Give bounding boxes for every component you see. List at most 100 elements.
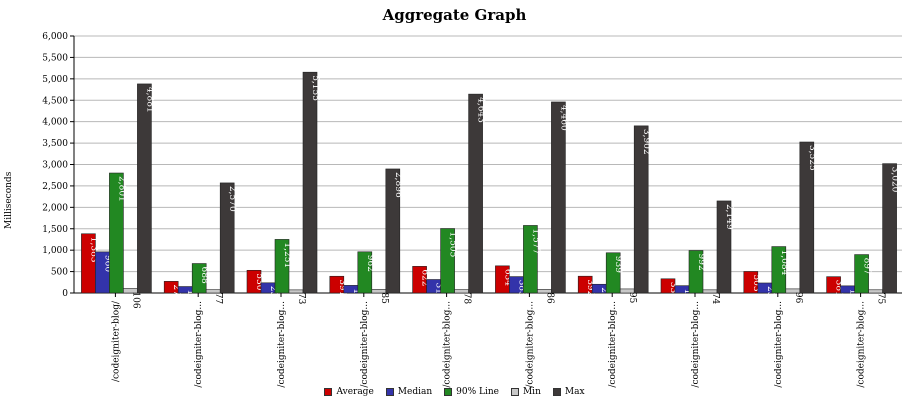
data-label: 96 [793, 292, 803, 304]
y-tick-label: 1,000 [42, 246, 68, 256]
data-label: 167 [848, 289, 858, 306]
data-label: 3,902 [641, 129, 651, 155]
legend-label: Average [336, 387, 374, 397]
x-tick-label: /codeigniter-blog... [608, 301, 618, 388]
legend-swatch [324, 388, 333, 396]
data-label: 332 [668, 282, 678, 299]
bar-90-line [109, 172, 124, 294]
bar-90-line [357, 251, 373, 294]
y-tick-label: 500 [51, 268, 68, 278]
legend-item: Max [552, 387, 585, 397]
data-label: 75 [876, 293, 886, 305]
data-label: 171 [682, 289, 692, 306]
y-tick-label: 2,500 [42, 182, 68, 192]
x-tick-label: /codeigniter-blog/ [111, 300, 121, 382]
legend-swatch [552, 388, 561, 396]
bar-max [716, 200, 732, 294]
data-label: 234 [765, 286, 775, 303]
legend-swatch [510, 388, 519, 396]
bar-max [385, 168, 401, 294]
data-label: 74 [710, 293, 720, 305]
data-label: 4,460 [558, 105, 568, 131]
data-label: 897 [862, 258, 872, 275]
bar-90-line [854, 254, 869, 294]
x-tick-label: /codeigniter-blog... [443, 301, 453, 388]
data-label: 939 [613, 256, 623, 273]
legend-item: 90% Line [444, 387, 499, 397]
data-label: 3,525 [807, 145, 817, 171]
x-tick-label: /codeigniter-blog... [360, 301, 370, 388]
bar-90-line [191, 263, 207, 294]
bar-90-line [274, 239, 290, 294]
legend-item: Min [510, 387, 541, 397]
bar-max [468, 93, 483, 294]
bar-max [633, 125, 649, 294]
data-label: 151 [185, 290, 195, 307]
x-tick-label: /codeigniter-blog... [194, 301, 204, 388]
bar-90-line [523, 225, 538, 294]
data-label: 315 [434, 283, 444, 300]
data-label: 73 [296, 293, 306, 305]
y-tick-label: 1,500 [42, 225, 68, 235]
data-label: 391 [337, 279, 347, 296]
bar-90-line [440, 228, 455, 294]
data-label: 77 [213, 293, 223, 305]
data-label: 4,643 [476, 97, 486, 123]
data-label: 86 [544, 292, 554, 304]
y-tick-label: 2,000 [42, 203, 68, 213]
x-tick-label: /codeigniter-blog... [525, 301, 535, 388]
data-label: 1,577 [530, 228, 540, 254]
y-tick-label: 5,000 [42, 75, 68, 85]
data-label: 634 [502, 269, 512, 286]
x-tick-label: /codeigniter-blog... [691, 301, 701, 388]
data-label: 1,505 [448, 232, 458, 258]
data-label: 2,149 [724, 204, 734, 230]
bar-90-line [605, 252, 621, 294]
y-tick-label: 3,500 [42, 139, 68, 149]
data-label: 2,570 [227, 186, 237, 212]
x-tick-label: /codeigniter-blog... [774, 301, 784, 388]
bar-90-line [688, 250, 704, 294]
y-tick-label: 0 [62, 289, 68, 299]
data-label: 2,896 [393, 172, 403, 198]
y-tick-label: 4,500 [42, 96, 68, 106]
bar-max [219, 182, 235, 294]
data-label: 204 [599, 287, 609, 304]
y-tick-label: 6,000 [42, 32, 68, 42]
bar-average [743, 271, 759, 294]
bar-average [246, 269, 262, 294]
data-label: 1,383 [88, 237, 98, 263]
legend-label: Max [564, 387, 585, 397]
data-label: 2,801 [116, 176, 126, 202]
data-label: 992 [696, 254, 706, 271]
data-label: 4,881 [144, 87, 154, 113]
data-label: 688 [199, 267, 209, 284]
x-tick-label: /codeigniter-blog... [277, 301, 287, 388]
x-tick-label: /codeigniter-blog... [857, 301, 867, 388]
legend-label: Min [522, 387, 541, 397]
legend-item: Median [385, 387, 432, 397]
data-label: 272 [171, 284, 181, 301]
bar-average [826, 276, 841, 294]
bar-max [302, 71, 318, 294]
bar-max [551, 101, 566, 294]
data-label: 78 [462, 293, 472, 305]
data-label: 503 [751, 274, 761, 291]
legend-label: 90% Line [456, 387, 499, 397]
data-label: 960 [102, 255, 112, 272]
data-label: 95 [627, 292, 637, 304]
data-label: 238 [268, 286, 278, 303]
y-tick-label: 3,000 [42, 161, 68, 171]
data-label: 5,155 [310, 75, 320, 101]
bar-90-line [771, 246, 787, 294]
data-label: 1,251 [282, 242, 292, 268]
legend-item: Average [324, 387, 374, 397]
data-label: 178 [351, 288, 361, 305]
bar-max [799, 141, 815, 294]
bar-max [137, 83, 152, 294]
data-label: 106 [130, 291, 140, 308]
data-label: 530 [254, 273, 264, 290]
data-label: 622 [420, 269, 430, 286]
y-tick-label: 5,500 [42, 53, 68, 63]
